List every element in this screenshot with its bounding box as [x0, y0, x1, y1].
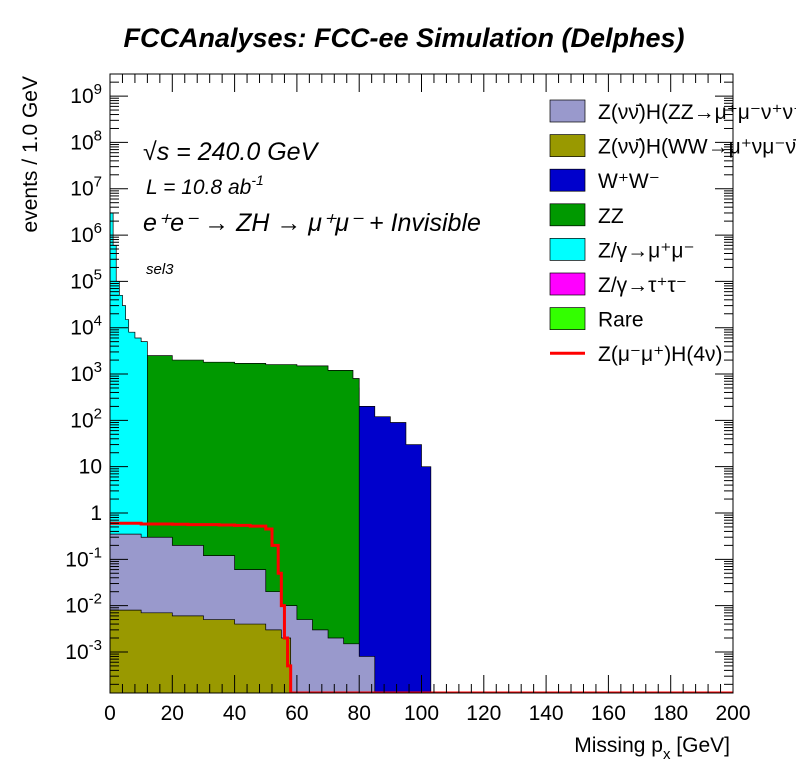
y-tick-label: 107: [70, 174, 102, 201]
y-tick-label: 10-2: [65, 591, 102, 618]
y-tick-label: 102: [70, 405, 102, 432]
legend-label-z-h-zz: Z(νν̄)H(ZZ→μ⁺μ⁻ν⁺ν⁻): [598, 101, 796, 124]
x-tick-label: 20: [161, 702, 184, 725]
x-axis-label-sub: x: [663, 746, 671, 763]
legend-label-z: Z/γ→μ⁺μ⁻: [598, 239, 695, 262]
y-tick-label: 10: [79, 456, 102, 479]
legend-swatch-rare: [549, 307, 586, 330]
legend-swatch-w-w: [549, 168, 586, 192]
series-z-h-ww: [110, 609, 292, 693]
process-annotation: e⁺e⁻ → ZH → μ⁺μ⁻ + Invisible: [143, 209, 481, 237]
y-tick-label: 10-3: [65, 637, 102, 664]
x-tick-label: 180: [653, 702, 688, 725]
legend-label-zz: ZZ: [598, 205, 624, 228]
y-tick-label: 10-1: [65, 544, 102, 571]
signal-line: [110, 521, 733, 693]
legend-swatch-z-h-zz: [549, 99, 586, 123]
x-tick-label: 40: [223, 702, 246, 725]
chart-title: FCCAnalyses: FCC-ee Simulation (Delphes): [123, 23, 684, 53]
y-tick-label: 106: [70, 220, 102, 247]
x-axis-label-unit: [GeV]: [670, 734, 730, 757]
x-tick-label: 0: [104, 702, 116, 725]
legend-swatch-z: [549, 272, 586, 296]
y-axis-label: events / 1.0 GeV: [19, 76, 42, 232]
y-tick-label: 108: [70, 127, 102, 154]
y-tick-label: 103: [70, 359, 102, 386]
legend-swatch-zz: [549, 203, 586, 227]
x-tick-label: 100: [404, 702, 439, 725]
legend-swatch-z-h-ww: [549, 134, 586, 157]
legend-label-z-h-ww: Z(νν̄)H(WW→μ⁺νμ⁻ν̄): [598, 136, 796, 159]
y-tick-label: 105: [70, 266, 102, 293]
selection-annotation: sel3: [146, 261, 174, 278]
x-axis-label-main: Missing p: [574, 734, 663, 757]
y-tick-label: 109: [70, 81, 102, 108]
legend-swatch-z: [549, 238, 586, 261]
x-tick-label: 120: [466, 702, 501, 725]
annotations: √s = 240.0 GeV L = 10.8 ab-1 e⁺e⁻ → ZH →…: [143, 138, 481, 278]
legend-label-rare: Rare: [598, 309, 644, 332]
x-tick-label: 200: [715, 702, 750, 725]
legend-label-w-w: W⁺W⁻: [598, 170, 660, 193]
legend: Z(νν̄)H(ZZ→μ⁺μ⁻ν⁺ν⁻) Z(νν̄)H(WW→μ⁺νμ⁻ν̄) W…: [549, 99, 796, 366]
y-tick-label: 1: [90, 502, 102, 525]
x-tick-label: 60: [285, 702, 308, 725]
plot-area: [110, 212, 733, 693]
x-axis-label: Missing px [GeV]: [574, 734, 730, 763]
legend-label-z: Z/γ→τ⁺τ⁻: [598, 274, 687, 297]
x-tick-label: 160: [591, 702, 626, 725]
lumi-annotation: L = 10.8 ab-1: [146, 172, 264, 199]
x-tick-label: 140: [529, 702, 564, 725]
x-tick-label: 80: [348, 702, 371, 725]
y-tick-label: 104: [70, 313, 102, 340]
axis-ticks: 0 20 40 60 80 100 120 140 160 180 200 10-3 10-2 10-1 1…: [65, 73, 751, 725]
legend-label-z-h-4: Z(μ⁻μ⁺)H(4ν): [598, 343, 723, 366]
energy-annotation: √s = 240.0 GeV: [143, 138, 320, 166]
